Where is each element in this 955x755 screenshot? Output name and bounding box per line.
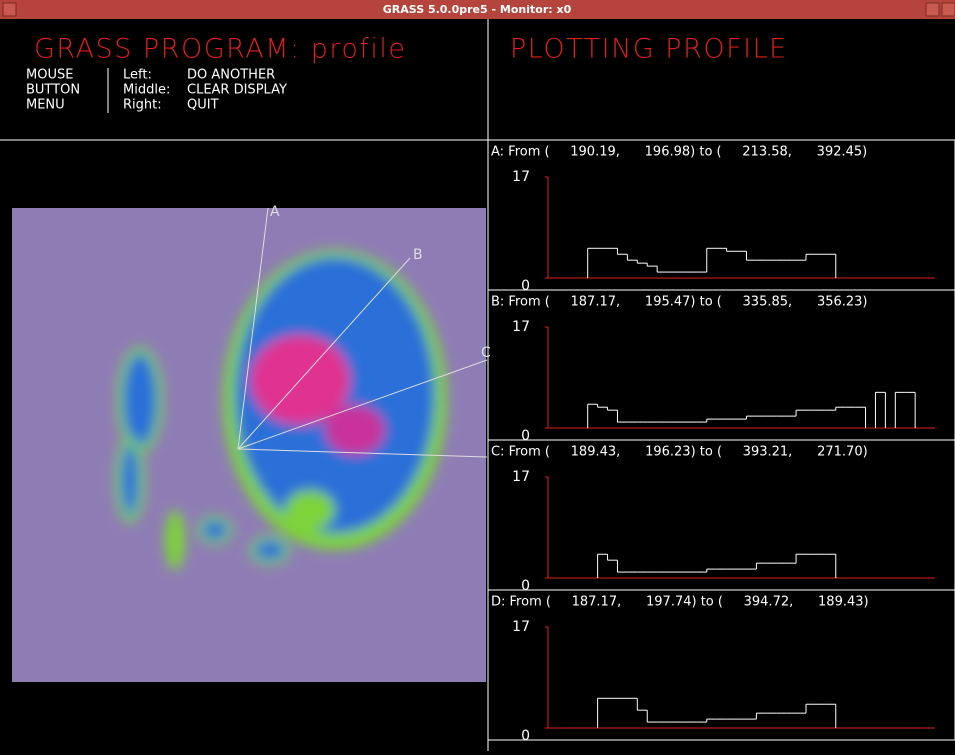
button-key: Right:	[123, 98, 162, 113]
profile-line-label: C	[481, 345, 491, 361]
menu-label: BUTTON	[26, 83, 80, 98]
maximize-button[interactable]	[942, 3, 955, 16]
monitor-window: GRASS 5.0.0pre5 - Monitor: x0 GRASS PROG…	[0, 0, 955, 751]
y-tick-label: 17	[512, 469, 530, 485]
profile-title: A: From ( 190.19, 196.98) to ( 213.58, 3…	[491, 145, 867, 160]
radar-echo	[120, 350, 160, 450]
status-title: PLOTTING PROFILE	[510, 34, 788, 65]
radar-map: A B C	[12, 204, 491, 682]
radar-echo	[200, 518, 230, 542]
y-tick-label: 0	[521, 728, 530, 744]
radar-echo	[118, 440, 142, 520]
y-tick-label: 0	[521, 578, 530, 594]
profile-title: D: From ( 187.17, 197.74) to ( 394.72, 1…	[491, 595, 869, 610]
button-action[interactable]: QUIT	[187, 98, 219, 113]
button-key: Left:	[123, 68, 152, 83]
y-tick-label: 17	[512, 319, 530, 335]
radar-echo	[285, 490, 335, 530]
y-tick-label: 17	[512, 169, 530, 185]
minimize-button[interactable]	[926, 3, 939, 16]
profile-title: B: From ( 187.17, 195.47) to ( 335.85, 3…	[491, 295, 868, 310]
y-tick-label: 0	[521, 278, 530, 294]
radar-echo	[165, 510, 185, 570]
y-tick-label: 17	[512, 619, 530, 635]
program-title: GRASS PROGRAM: profile	[34, 34, 407, 65]
window-menu-button[interactable]	[3, 3, 16, 16]
y-tick-label: 0	[521, 428, 530, 444]
button-key: Middle:	[123, 83, 170, 98]
profile-title: C: From ( 189.43, 196.23) to ( 393.21, 2…	[491, 445, 868, 460]
radar-echo	[325, 405, 385, 455]
button-action[interactable]: DO ANOTHER	[187, 68, 275, 83]
profile-line-label: B	[413, 247, 423, 263]
menu-label: MENU	[26, 98, 65, 113]
menu-label: MOUSE	[26, 68, 73, 83]
radar-echo	[252, 538, 288, 562]
button-action[interactable]: CLEAR DISPLAY	[187, 83, 287, 98]
window-title: GRASS 5.0.0pre5 - Monitor: x0	[383, 3, 572, 16]
profile-line-label: A	[270, 204, 280, 220]
